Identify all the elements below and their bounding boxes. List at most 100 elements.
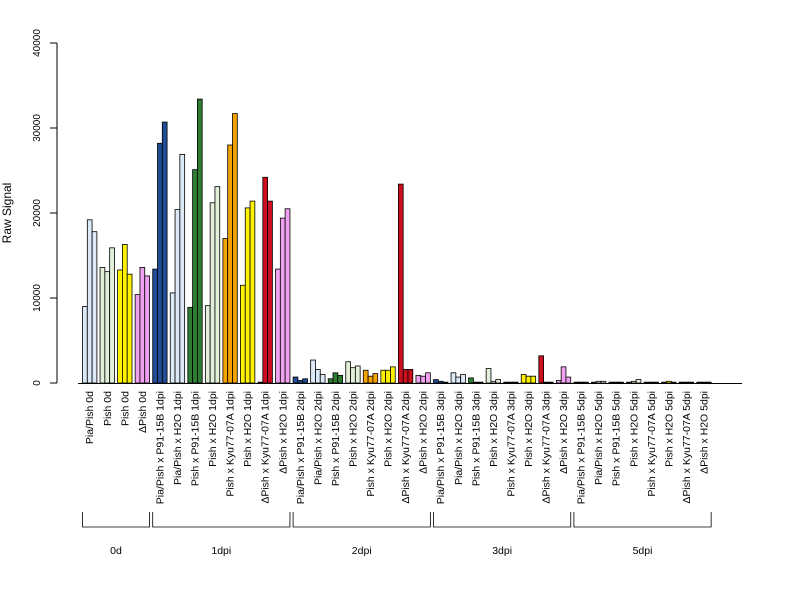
bar bbox=[442, 381, 449, 384]
x-tick-label: Pish x Kyu77-07A 3dpi bbox=[505, 391, 517, 497]
bar bbox=[91, 231, 98, 384]
bar bbox=[152, 268, 158, 384]
bar bbox=[204, 305, 211, 384]
bar bbox=[512, 381, 519, 384]
group-label: 3dpi bbox=[492, 545, 512, 557]
bar bbox=[214, 186, 221, 384]
bar bbox=[279, 217, 286, 384]
x-tick-label: Pish x P91-15B 2dpi bbox=[330, 391, 342, 486]
bar bbox=[337, 374, 343, 384]
bar bbox=[437, 380, 444, 384]
bar bbox=[433, 379, 439, 384]
bar bbox=[99, 266, 106, 384]
x-tick-label: Pish x H2O 1dpi bbox=[242, 391, 254, 467]
bar bbox=[490, 380, 497, 384]
bar bbox=[618, 381, 624, 384]
bar bbox=[508, 381, 514, 384]
bar bbox=[332, 372, 339, 384]
bar bbox=[134, 294, 141, 384]
bar bbox=[520, 374, 527, 384]
x-tick-label: Pish x Kyu77-07A 5dpi bbox=[646, 391, 658, 497]
group-brackets: 0d 1dpi 2dpi 3dpi 5dpi bbox=[82, 512, 712, 557]
bar bbox=[595, 380, 602, 384]
x-tick-label: Pish x Kyu77-07A 1dpi bbox=[225, 391, 237, 497]
y-tick-label: 20000 bbox=[32, 199, 43, 227]
bar bbox=[315, 368, 321, 384]
bar bbox=[380, 369, 387, 384]
x-tick-label: Pish x H2O 2dpi bbox=[383, 391, 395, 467]
bar bbox=[257, 381, 264, 384]
bar bbox=[608, 381, 615, 384]
bar bbox=[560, 366, 567, 384]
y-axis-title: Raw Signal bbox=[0, 183, 14, 244]
x-tick-label: Pia/Pish 0d bbox=[84, 391, 96, 444]
x-tick-label: Pish x P91-15B 3dpi bbox=[470, 391, 482, 486]
x-tick-label: ΔPish x Kyu77-07A 2dpi bbox=[400, 391, 412, 504]
x-tick-label: Pish x H2O 1dpi bbox=[207, 391, 219, 467]
bar bbox=[169, 292, 176, 384]
bar bbox=[82, 306, 88, 384]
x-tick-label: Pia/Pish x P91-15B 5dpi bbox=[576, 391, 588, 504]
bar bbox=[187, 306, 194, 384]
x-tick-label: Pish x H2O 5dpi bbox=[663, 391, 675, 467]
x-tick-label: ΔPish x Kyu77-07A 1dpi bbox=[260, 391, 272, 504]
bar bbox=[503, 381, 509, 384]
bar bbox=[397, 183, 404, 384]
bar bbox=[661, 381, 667, 384]
y-axis: 0 10000 20000 30000 40000 bbox=[32, 29, 58, 386]
bar bbox=[310, 359, 316, 384]
bar bbox=[385, 369, 391, 384]
bar bbox=[126, 273, 133, 384]
bar bbox=[362, 369, 369, 384]
bar bbox=[678, 381, 685, 384]
group-bracket: 3dpi bbox=[433, 512, 572, 557]
bar bbox=[86, 219, 93, 384]
bar bbox=[284, 208, 291, 384]
bar bbox=[455, 376, 462, 384]
bar bbox=[350, 367, 356, 384]
x-tick-label: ΔPish 0d bbox=[137, 391, 149, 433]
bar bbox=[117, 269, 123, 384]
bar bbox=[583, 381, 589, 384]
bar bbox=[109, 247, 115, 384]
bar bbox=[319, 374, 326, 384]
bar bbox=[174, 209, 181, 384]
bar bbox=[683, 381, 690, 384]
bar bbox=[372, 373, 379, 384]
group-label: 1dpi bbox=[211, 545, 231, 557]
x-tick-label: ΔPish x H2O 1dpi bbox=[277, 391, 289, 474]
bar bbox=[345, 361, 351, 384]
bar bbox=[485, 368, 492, 384]
x-tick-label: ΔPish x Kyu77-07A 3dpi bbox=[541, 391, 553, 504]
x-tick-label: Pish x P91-15B 5dpi bbox=[611, 391, 623, 486]
x-tick-label: Pia/Pish x P91-15B 3dpi bbox=[435, 391, 447, 504]
bar bbox=[196, 98, 203, 384]
bar bbox=[367, 375, 374, 384]
bar bbox=[565, 376, 572, 384]
x-tick-label: Pia/Pish x H2O 2dpi bbox=[312, 391, 324, 485]
bar bbox=[302, 378, 308, 384]
x-tick-label: Pia/Pish x H2O 5dpi bbox=[593, 391, 605, 485]
bar bbox=[232, 113, 238, 384]
bar bbox=[573, 381, 580, 384]
bar bbox=[548, 381, 554, 384]
bar bbox=[275, 268, 281, 384]
x-tick-label: ΔPish x H2O 5dpi bbox=[698, 391, 710, 474]
bar bbox=[538, 355, 544, 384]
bar bbox=[630, 380, 637, 384]
bar bbox=[450, 372, 457, 384]
bar bbox=[688, 381, 694, 384]
bar bbox=[244, 207, 251, 384]
group-label: 5dpi bbox=[633, 545, 653, 557]
bar bbox=[157, 142, 163, 384]
bar bbox=[192, 169, 198, 384]
group-bracket: 2dpi bbox=[292, 512, 431, 557]
bar bbox=[653, 381, 659, 384]
y-tick-label: 40000 bbox=[32, 29, 43, 57]
bar bbox=[240, 284, 246, 384]
bar bbox=[578, 381, 584, 384]
x-tick-label: Pish x H2O 3dpi bbox=[488, 391, 500, 467]
bar bbox=[354, 365, 361, 384]
bar bbox=[292, 376, 299, 384]
group-label: 2dpi bbox=[352, 545, 372, 557]
